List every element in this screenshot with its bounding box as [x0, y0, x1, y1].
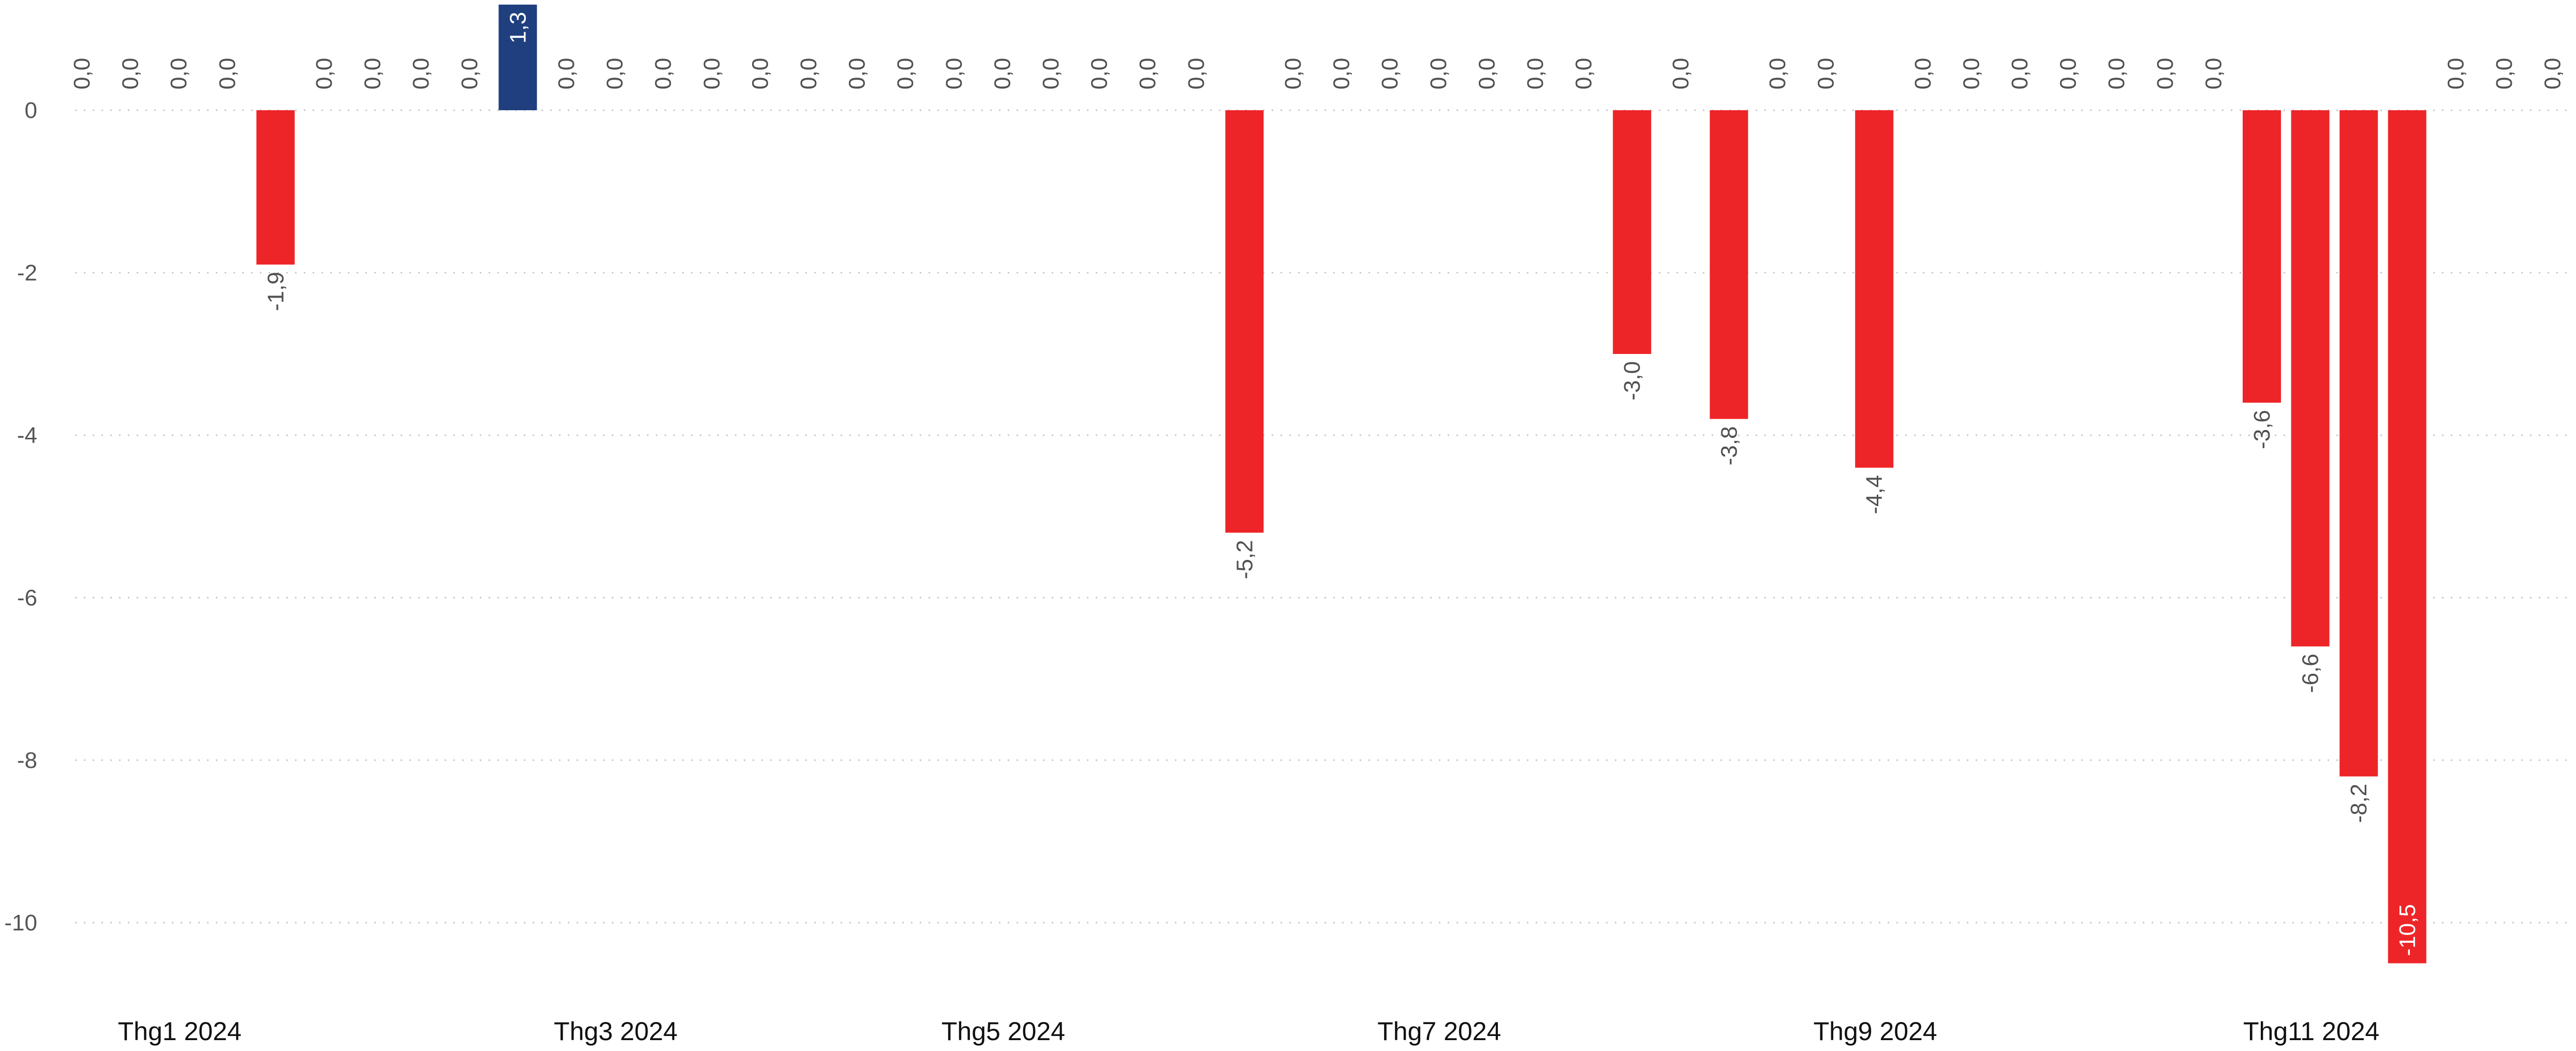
data-label: -10,5: [2395, 904, 2420, 956]
data-label: 0,0: [1426, 58, 1451, 90]
bar: [1855, 110, 1894, 468]
data-label: 0,0: [1474, 58, 1499, 90]
data-label: 0,0: [1280, 58, 1306, 90]
x-tick-label: Thg11 2024: [2243, 1017, 2379, 1046]
data-label: -3,0: [1620, 361, 1645, 401]
data-label: 0,0: [312, 58, 337, 90]
data-label: 0,0: [1765, 58, 1790, 90]
data-label: 0,0: [941, 58, 967, 90]
data-label: 0,0: [1377, 58, 1403, 90]
y-tick-label: -8: [17, 748, 37, 773]
data-label: 0,0: [1135, 58, 1160, 90]
data-label: 0,0: [1668, 58, 1694, 90]
data-label: 0,0: [1184, 58, 1209, 90]
data-label: 0,0: [602, 58, 628, 90]
data-label: 0,0: [2492, 58, 2517, 90]
data-label: 0,0: [747, 58, 773, 90]
data-label: 0,0: [2540, 58, 2566, 90]
data-label: 0,0: [1087, 58, 1112, 90]
y-tick-label: 0: [25, 98, 37, 123]
gridlines: [75, 109, 2567, 924]
bar: [256, 110, 295, 265]
data-label: 0,0: [893, 58, 918, 90]
data-label: 0,0: [2443, 58, 2468, 90]
data-label: 0,0: [1038, 58, 1064, 90]
data-label: 0,0: [1959, 58, 1984, 90]
data-label: 0,0: [1571, 58, 1597, 90]
data-label: 0,0: [2056, 58, 2081, 90]
bar: [2243, 110, 2281, 403]
bar: [1710, 110, 1748, 419]
data-label: -1,9: [263, 272, 288, 311]
data-label: 1,3: [505, 12, 531, 43]
y-tick-label: -4: [17, 423, 37, 448]
x-axis: Thg1 2024 Thg3 2024 Thg5 2024 Thg7 2024 Thg9…: [118, 1017, 2380, 1046]
data-label: 0,0: [699, 58, 725, 90]
data-label: -5,2: [1232, 540, 1257, 579]
data-label: 0,0: [990, 58, 1015, 90]
data-label: 0,0: [2153, 58, 2178, 90]
data-label: 0,0: [69, 58, 95, 90]
bar: [1613, 110, 1652, 354]
data-label: 0,0: [2104, 58, 2129, 90]
y-tick-label: -2: [17, 260, 37, 286]
data-label: 0,0: [166, 58, 192, 90]
data-label: 0,0: [215, 58, 240, 90]
bar: [2291, 110, 2330, 647]
data-label: 0,0: [554, 58, 579, 90]
y-tick-label: -10: [4, 910, 37, 936]
data-label: 0,0: [408, 58, 434, 90]
data-label: 0,0: [651, 58, 676, 90]
data-label: 0,0: [1329, 58, 1355, 90]
data-label: -3,8: [1716, 426, 1742, 466]
bar: [1225, 110, 1264, 533]
bar: [2388, 110, 2426, 964]
data-label: -8,2: [2346, 783, 2372, 823]
bar: [2339, 110, 2378, 777]
bars: [256, 4, 2426, 964]
data-label: 0,0: [118, 58, 143, 90]
data-label: 0,0: [1523, 58, 1548, 90]
data-label: 0,0: [457, 58, 482, 90]
y-tick-label: -6: [17, 585, 37, 611]
data-label: 0,0: [360, 58, 386, 90]
data-labels: 0,0 0,0 0,0 0,0 -1,9 0,0 0,0 0,0 0,0 1,3 0,0 0,0 0,0…: [69, 12, 2566, 956]
x-tick-label: Thg7 2024: [1377, 1017, 1501, 1046]
data-label: 0,0: [1814, 58, 1839, 90]
data-label: 0,0: [796, 58, 821, 90]
data-label: 0,0: [845, 58, 870, 90]
x-tick-label: Thg9 2024: [1814, 1017, 1937, 1046]
y-axis: 0 -2 -4 -6 -8 -10: [4, 98, 37, 936]
data-label: 0,0: [2007, 58, 2033, 90]
x-tick-label: Thg5 2024: [941, 1017, 1065, 1046]
x-tick-label: Thg1 2024: [118, 1017, 242, 1046]
data-label: 0,0: [1910, 58, 1936, 90]
bar: [498, 4, 537, 111]
data-label: -4,4: [1862, 475, 1887, 514]
data-label: 0,0: [2201, 58, 2226, 90]
x-tick-label: Thg3 2024: [554, 1017, 678, 1046]
data-label: -3,6: [2249, 410, 2275, 449]
data-label: -6,6: [2298, 654, 2323, 693]
